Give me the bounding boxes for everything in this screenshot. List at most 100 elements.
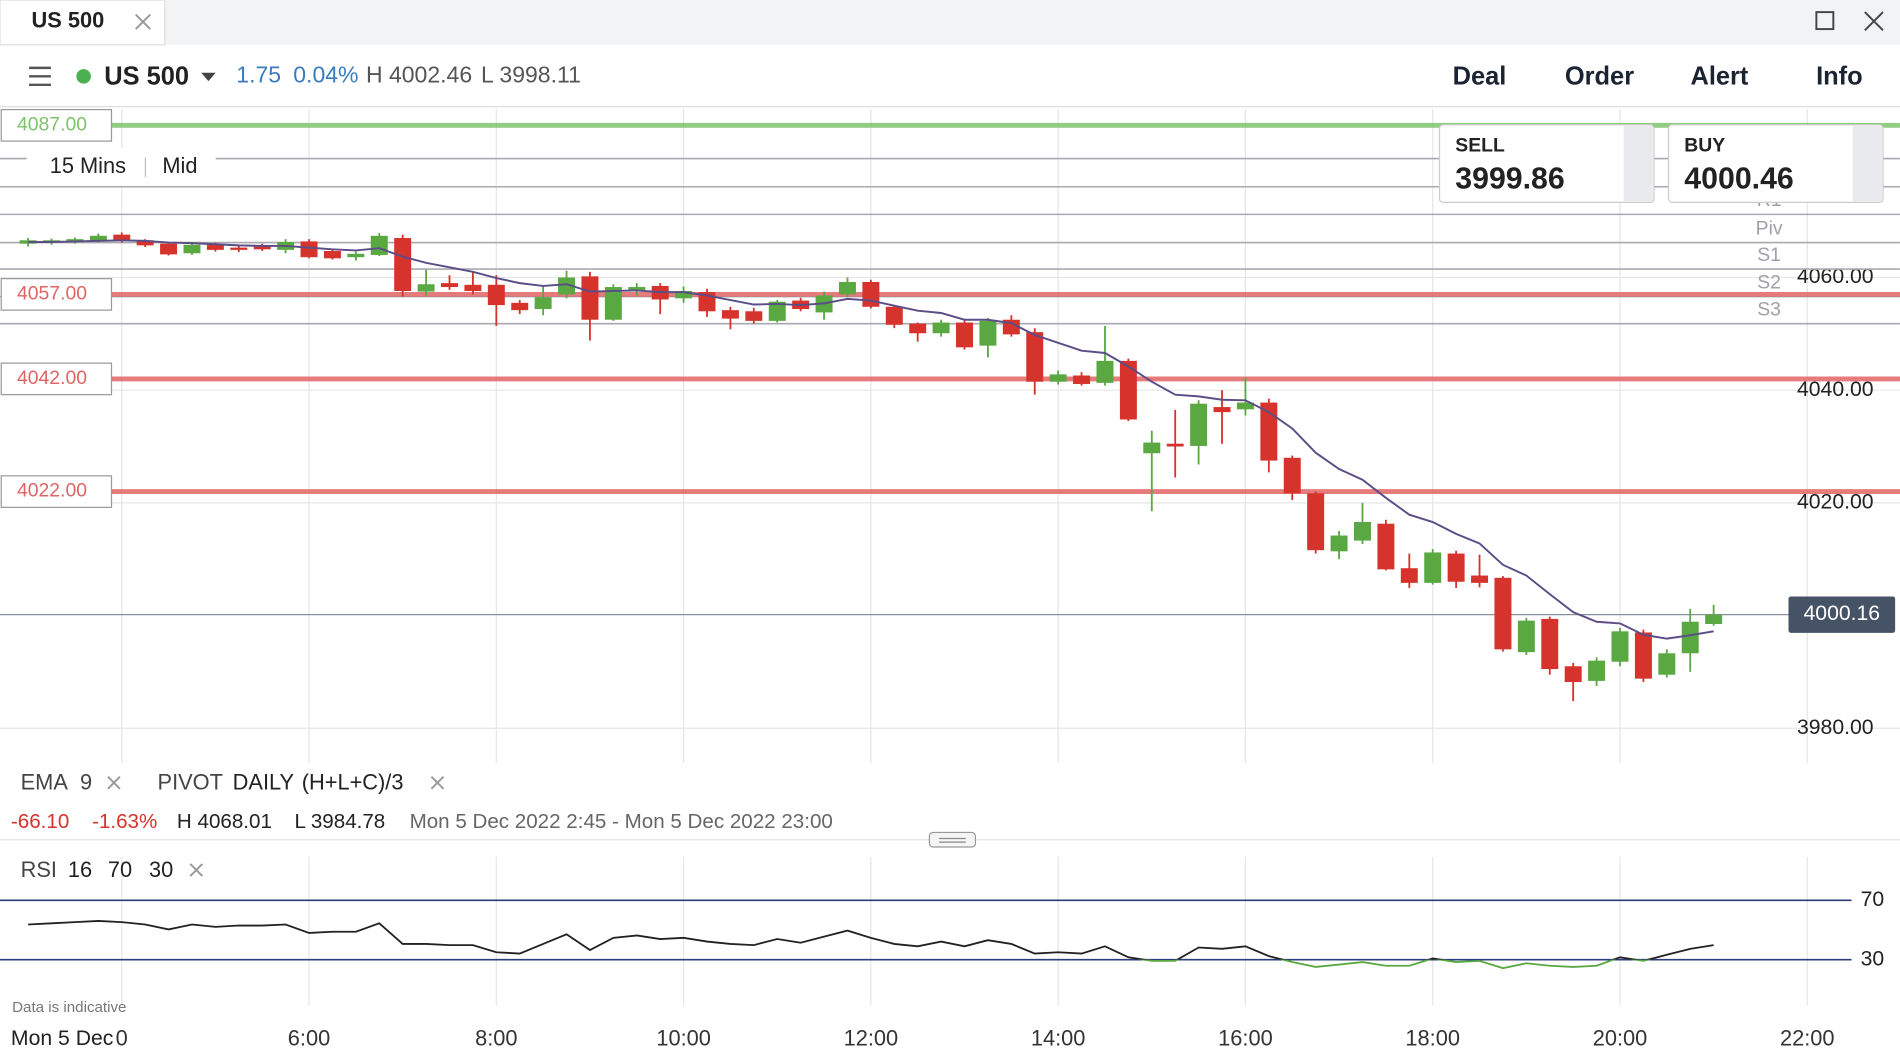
rsi-line: [28, 920, 1714, 960]
ema-label: EMA: [21, 770, 69, 795]
y-tick-label: 4040.00: [1797, 378, 1874, 401]
candle-body: [1330, 535, 1348, 552]
x-tick-label: 0: [116, 1025, 128, 1050]
session-high: H 4002.46: [366, 61, 472, 87]
price-change: 1.75: [236, 61, 281, 87]
candle-body: [1658, 653, 1676, 675]
rsi-chart: 30 70: [0, 888, 1884, 970]
candle-body: [956, 322, 973, 348]
alert-button[interactable]: Alert: [1690, 62, 1748, 90]
candle-body: [768, 301, 786, 321]
candle-body: [441, 283, 458, 288]
candle-body: [230, 247, 248, 250]
date-label-bg: [0, 1022, 112, 1055]
candle-body: [1190, 403, 1208, 446]
candle-body: [487, 284, 505, 306]
x-tick-label: 6:00: [288, 1025, 330, 1050]
panel-resize-handle[interactable]: [928, 831, 977, 848]
candle-body: [300, 241, 318, 258]
candle-body: [1681, 621, 1699, 654]
remove-pivot[interactable]: [430, 776, 445, 790]
x-tick-label: 22:00: [1780, 1025, 1835, 1050]
candle-body: [1073, 375, 1091, 384]
rsi-upper: 70: [108, 857, 132, 882]
candle-body: [206, 244, 224, 250]
instrument-name[interactable]: US 500: [104, 62, 189, 90]
maximize-button[interactable]: [1815, 11, 1835, 31]
market-status: [76, 69, 91, 84]
alert-tag: [0, 108, 113, 142]
alert-label: 4022.00: [17, 480, 87, 502]
candle-body: [1424, 552, 1442, 583]
candle-body: [1494, 577, 1512, 650]
candle-body: [558, 277, 576, 295]
candle-body: [1705, 614, 1723, 624]
candle-body: [604, 287, 622, 320]
alert-tag: [0, 362, 113, 396]
candle-body: [1400, 568, 1418, 583]
close-window[interactable]: [1864, 11, 1884, 31]
candle-body: [394, 238, 412, 292]
candle-body: [932, 322, 950, 334]
deal-button[interactable]: Deal: [1453, 62, 1507, 90]
alert-label: 4087.00: [17, 113, 87, 135]
session-low: L 3998.11: [481, 61, 581, 87]
tab[interactable]: [0, 0, 166, 46]
menu-button[interactable]: [29, 66, 51, 87]
alert-label: 4057.00: [17, 283, 87, 305]
disclaimer: Data is indicative: [12, 999, 126, 1016]
instrument-dropdown[interactable]: [201, 72, 216, 82]
candle-body: [89, 235, 107, 241]
pivot-label: PIVOT: [158, 770, 223, 795]
x-tick-label: 14:00: [1031, 1025, 1086, 1050]
price-chart: 3980.004020.004040.004060.00R1PivS1S2S34…: [0, 108, 1900, 1006]
candle-body: [534, 297, 552, 310]
candle-body: [885, 306, 903, 325]
candle-body: [581, 276, 599, 320]
price-type-selector[interactable]: Mid: [162, 153, 197, 178]
y-tick-label: 4060.00: [1797, 265, 1874, 288]
summary-change: -66.10: [11, 810, 69, 833]
candle-body: [1049, 374, 1067, 382]
pivot-period: DAILY: [233, 770, 295, 795]
order-button[interactable]: Order: [1565, 62, 1634, 90]
buy-price: 4000.46: [1684, 163, 1793, 196]
summary-high: H 4068.01: [177, 810, 272, 833]
candle-body: [675, 291, 693, 299]
candle-body: [1541, 618, 1559, 670]
candle-body: [253, 245, 271, 250]
candle-body: [136, 240, 154, 246]
tab-close[interactable]: [135, 13, 151, 30]
candle-body: [1143, 442, 1161, 454]
candle-body: [417, 284, 435, 292]
candle-body: [1564, 666, 1582, 683]
ema-period: 9: [80, 770, 92, 795]
sell-box[interactable]: SELL 3999.86: [1438, 124, 1655, 203]
rsi-tick-label: 70: [1861, 888, 1885, 911]
x-tick-label: 16:00: [1218, 1025, 1273, 1050]
interval-selector[interactable]: 15 Mins: [50, 153, 126, 178]
tab-title: US 500: [32, 8, 105, 33]
info-button[interactable]: Info: [1816, 62, 1863, 90]
remove-rsi[interactable]: [189, 863, 204, 877]
candle-body: [1283, 457, 1301, 494]
y-tick-label: 3980.00: [1797, 716, 1874, 739]
summary-low: L 3984.78: [294, 810, 385, 833]
candle-body: [1611, 631, 1629, 662]
last-price-tag: [1788, 596, 1896, 633]
candle-body: [628, 287, 646, 292]
x-tick-label: 20:00: [1593, 1025, 1648, 1050]
buy-box[interactable]: BUY 4000.46: [1667, 124, 1884, 203]
candle-body: [323, 250, 341, 259]
candle-body: [1260, 402, 1278, 461]
candle-body: [1634, 632, 1652, 679]
remove-ema[interactable]: [107, 776, 121, 790]
candle-body: [1588, 660, 1606, 681]
price-change-pct: 0.04%: [293, 61, 358, 87]
pivot-label: Piv: [1756, 217, 1783, 239]
tab-bar: [0, 0, 1900, 45]
sell-label: SELL: [1455, 135, 1505, 157]
candle-body: [183, 244, 201, 254]
candle-body: [1517, 620, 1535, 653]
candle-body: [464, 284, 482, 292]
